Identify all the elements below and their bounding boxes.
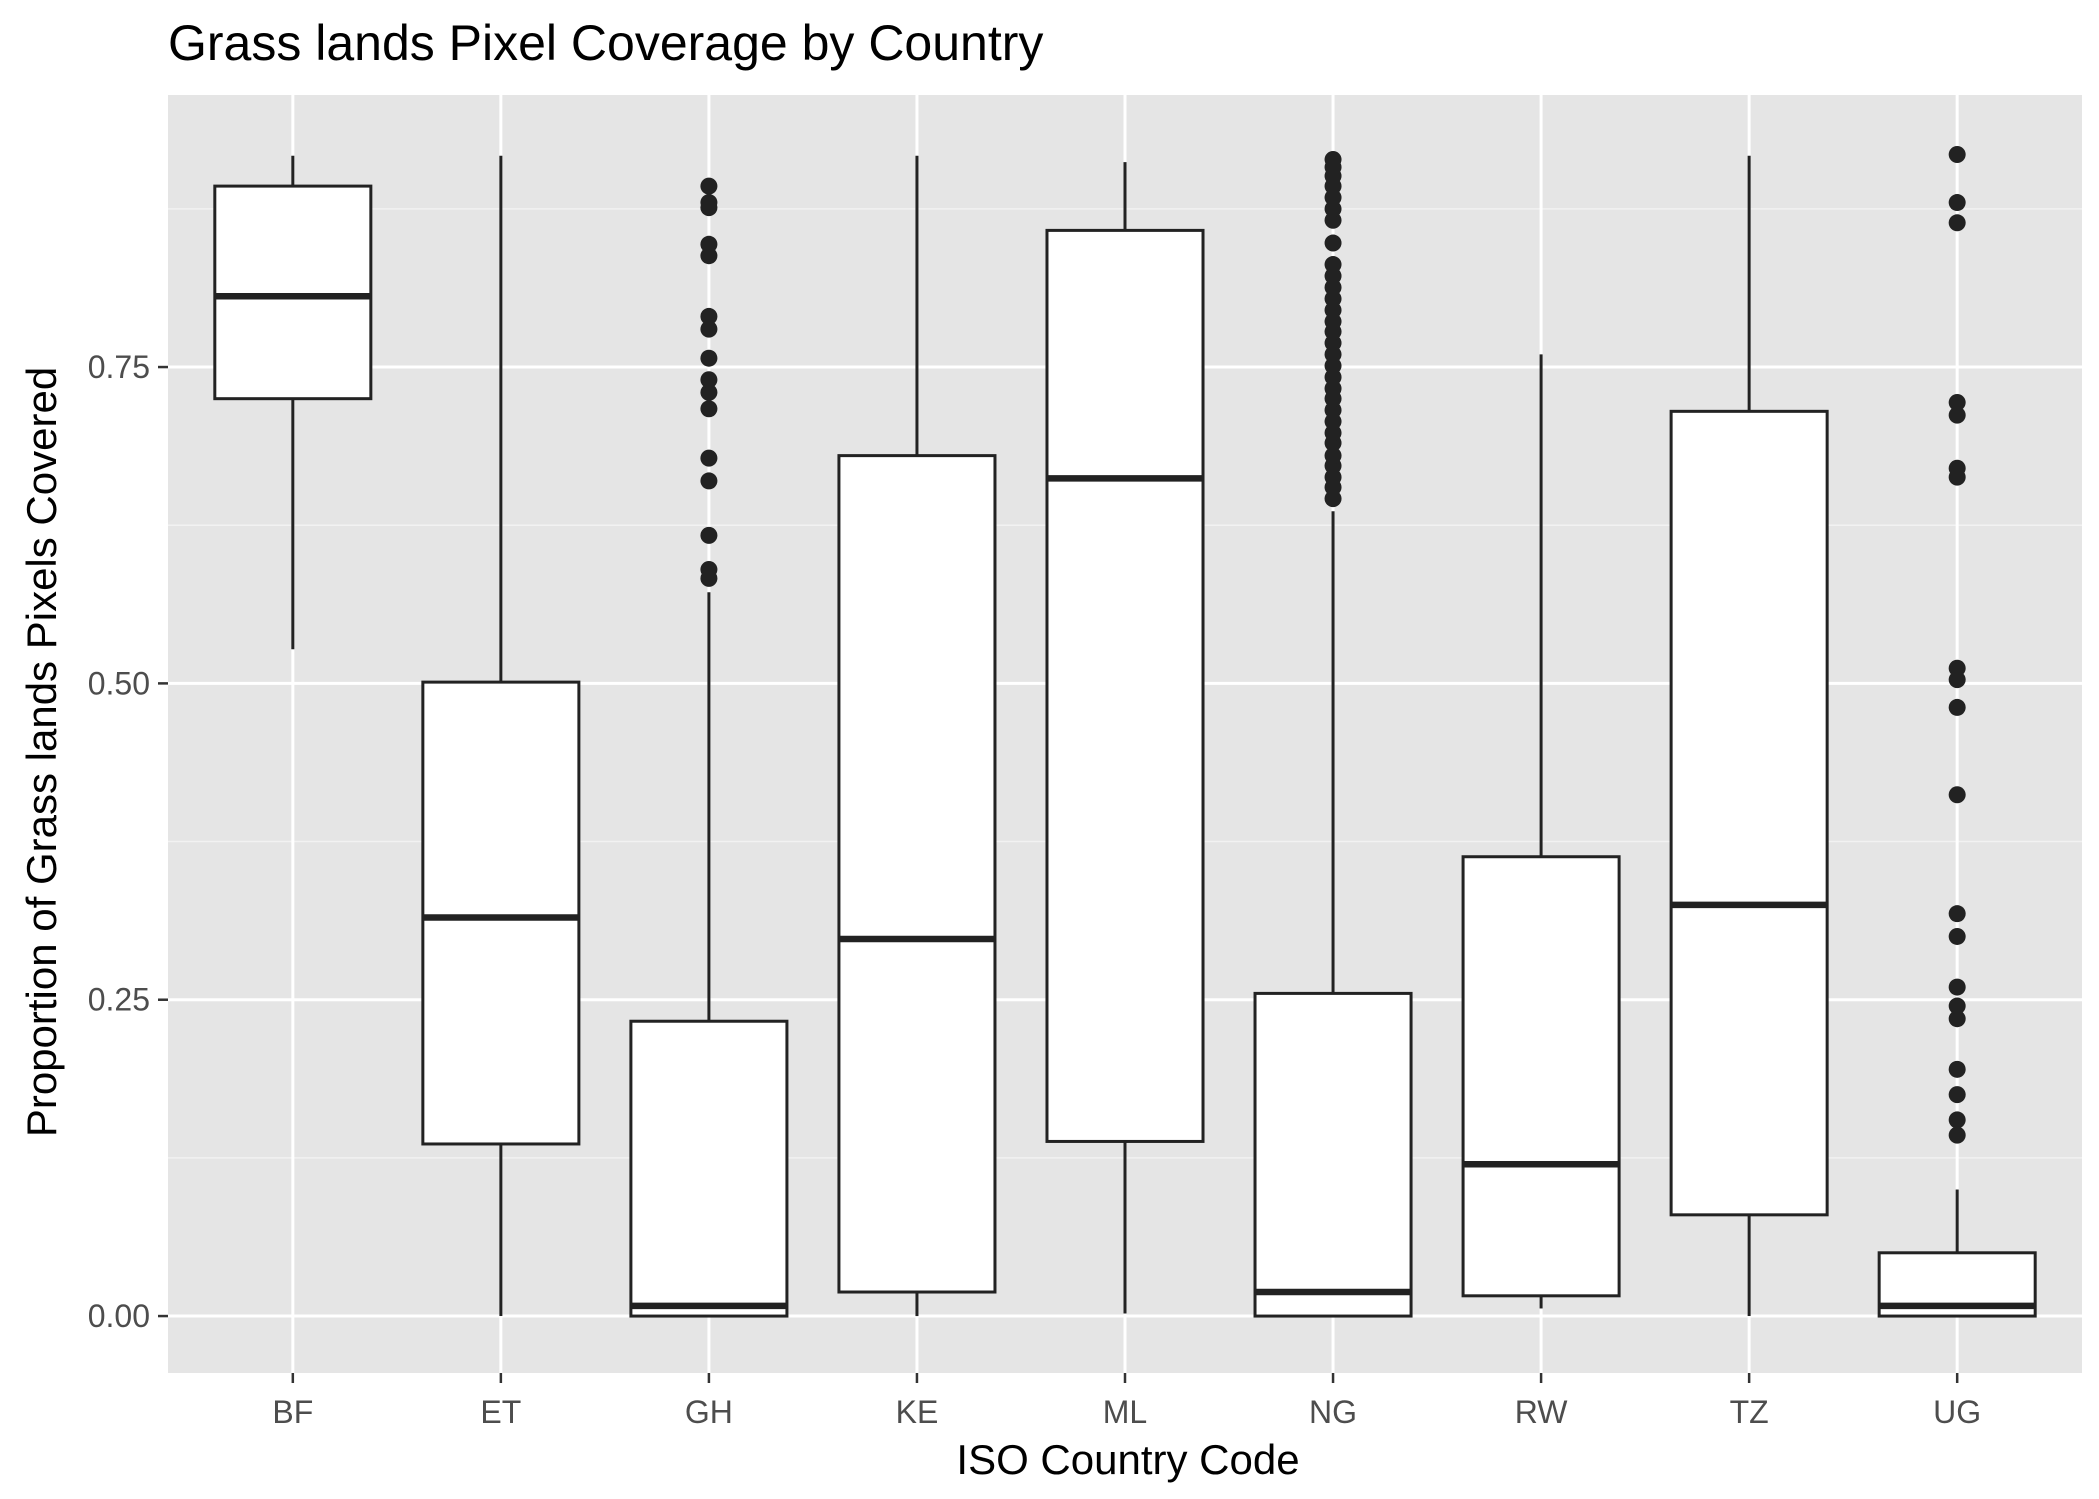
iqr-box bbox=[837, 454, 997, 1294]
outlier-point bbox=[700, 383, 718, 401]
box-group-tz bbox=[1669, 155, 1829, 1317]
y-tick-label: 0.50 bbox=[88, 665, 150, 701]
y-tick-label: 0.25 bbox=[88, 982, 150, 1018]
iqr-box bbox=[629, 1019, 789, 1318]
outlier-point bbox=[700, 194, 718, 212]
outlier-point bbox=[700, 307, 718, 325]
outlier-point bbox=[1948, 1086, 1966, 1104]
y-tick-label: 0.75 bbox=[88, 349, 150, 385]
box-group-rw bbox=[1461, 354, 1621, 1309]
outlier-point bbox=[1948, 997, 1966, 1015]
x-tick-label: GH bbox=[685, 1394, 733, 1430]
x-tick-label: NG bbox=[1309, 1394, 1357, 1430]
outlier-point bbox=[1948, 1126, 1966, 1144]
outlier-point bbox=[1948, 698, 1966, 716]
x-tick-label: ML bbox=[1103, 1394, 1147, 1430]
x-tick-label: RW bbox=[1515, 1394, 1569, 1430]
x-tick-label: KE bbox=[896, 1394, 939, 1430]
iqr-box bbox=[1253, 991, 1413, 1318]
iqr-box bbox=[421, 680, 581, 1146]
outlier-point bbox=[700, 235, 718, 253]
outlier-point bbox=[700, 449, 718, 467]
outlier-point bbox=[1948, 459, 1966, 477]
outlier-point bbox=[700, 400, 718, 418]
x-tick-label: UG bbox=[1933, 1394, 1981, 1430]
outlier-point bbox=[700, 320, 718, 338]
outlier-point bbox=[1948, 978, 1966, 996]
outlier-point bbox=[1948, 905, 1966, 923]
chart-title: Grass lands Pixel Coverage by Country bbox=[168, 15, 1043, 71]
outlier-point bbox=[700, 561, 718, 579]
outlier-point bbox=[1948, 1111, 1966, 1129]
outlier-point bbox=[1324, 151, 1342, 169]
box-group-ke bbox=[837, 155, 997, 1317]
outlier-point bbox=[700, 526, 718, 544]
box-group-ml bbox=[1045, 162, 1205, 1314]
outlier-point bbox=[700, 177, 718, 195]
outlier-point bbox=[700, 371, 718, 389]
x-tick-label: TZ bbox=[1730, 1394, 1769, 1430]
outlier-point bbox=[1948, 1060, 1966, 1078]
outlier-point bbox=[1948, 786, 1966, 804]
iqr-box bbox=[1045, 228, 1205, 1143]
y-tick-label: 0.00 bbox=[88, 1298, 150, 1334]
outlier-point bbox=[700, 472, 718, 490]
box-group-et bbox=[421, 155, 581, 1317]
outlier-point bbox=[1948, 927, 1966, 945]
y-axis: 0.00 0.25 0.50 0.75 bbox=[88, 349, 168, 1334]
x-tick-label: BF bbox=[272, 1394, 313, 1430]
box-group-gh bbox=[629, 177, 789, 1318]
outlier-point bbox=[1324, 256, 1342, 274]
boxplot-series bbox=[213, 145, 2037, 1318]
x-axis-title: ISO Country Code bbox=[956, 1436, 1299, 1483]
y-axis-title: Proportion of Grass lands Pixels Covered bbox=[18, 367, 65, 1137]
x-axis: BF ET GH KE ML NG RW TZ UG bbox=[272, 1373, 1981, 1430]
outlier-point bbox=[1324, 234, 1342, 252]
iqr-box bbox=[1669, 409, 1829, 1217]
outlier-point bbox=[1948, 194, 1966, 212]
box-group-bf bbox=[213, 155, 373, 650]
box-group-ug bbox=[1877, 145, 2037, 1318]
outlier-point bbox=[1948, 406, 1966, 424]
outlier-point bbox=[700, 349, 718, 367]
outlier-point bbox=[1948, 659, 1966, 677]
iqr-box bbox=[213, 184, 373, 401]
x-tick-label: ET bbox=[480, 1394, 521, 1430]
outlier-point bbox=[1948, 393, 1966, 411]
iqr-box bbox=[1461, 855, 1621, 1298]
outlier-point bbox=[1948, 145, 1966, 163]
box-group-ng bbox=[1253, 151, 1413, 1318]
outlier-point bbox=[1948, 214, 1966, 232]
outlier-point bbox=[1324, 447, 1342, 465]
outlier-point bbox=[1948, 1010, 1966, 1028]
